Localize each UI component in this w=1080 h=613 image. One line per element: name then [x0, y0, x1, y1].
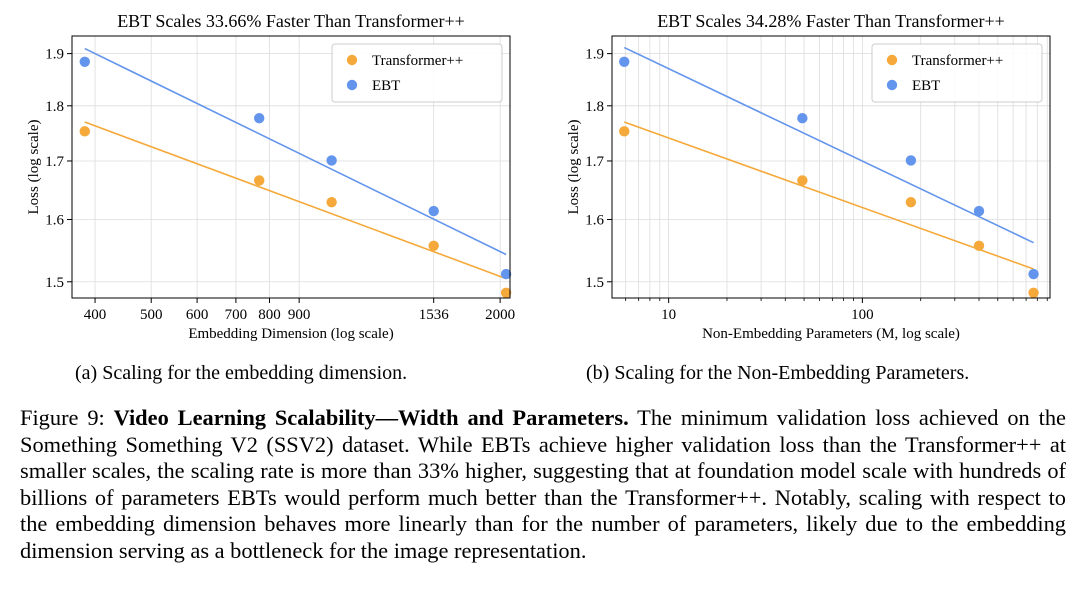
figure-label: Figure 9:: [20, 405, 105, 430]
y-tick-label: 1.8: [45, 99, 64, 115]
x-tick-label: 500: [140, 307, 163, 323]
legend-box: [331, 43, 503, 103]
data-point: [79, 126, 90, 137]
data-point: [1028, 287, 1039, 298]
chart-embedding-dimension: EBT Scales 33.66% Faster Than Transforme…: [26, 11, 515, 342]
y-tick-label: 1.9: [45, 47, 64, 63]
figure-caption: Figure 9: Video Learning Scalability—Wid…: [20, 405, 1066, 564]
data-point: [326, 155, 337, 166]
y-tick-label: 1.7: [45, 154, 64, 170]
legend-box: [871, 43, 1043, 103]
y-tick-label: 1.9: [585, 47, 604, 63]
subcaption-a: (a) Scaling for the embedding dimension.: [75, 362, 408, 384]
data-point: [973, 205, 985, 217]
data-point: [428, 240, 439, 251]
x-tick-label: 10: [661, 307, 676, 323]
y-tick-label: 1.5: [45, 275, 64, 291]
y-tick-label: 1.8: [585, 99, 604, 115]
data-point: [1028, 268, 1039, 280]
y-tick-label: 1.6: [45, 212, 64, 228]
legend-label: EBT: [372, 78, 400, 94]
x-axis-label: Non-Embedding Parameters (M, log scale): [702, 326, 960, 342]
legend-marker: [886, 79, 898, 91]
data-point: [254, 113, 265, 124]
chart-title: EBT Scales 33.66% Faster Than Transforme…: [117, 11, 465, 31]
y-axis-label: Loss (log scale): [566, 120, 582, 215]
data-point: [905, 155, 917, 166]
fit-line: [84, 121, 507, 280]
data-point: [619, 126, 630, 137]
legend-marker: [346, 54, 358, 66]
chart-non-embedding-parameters: EBT Scales 34.28% Faster Than Transforme…: [566, 11, 1051, 342]
plot-frame: [71, 35, 511, 299]
y-tick-label: 1.5: [585, 275, 604, 291]
data-point: [797, 175, 808, 186]
x-tick-label: 800: [258, 307, 281, 323]
y-tick-label: 1.6: [585, 212, 604, 228]
chart-title: EBT Scales 34.28% Faster Than Transforme…: [657, 11, 1005, 31]
plot-frame: [611, 35, 1051, 299]
legend-label: EBT: [912, 78, 940, 94]
x-tick-label: 700: [225, 307, 248, 323]
x-tick-label: 400: [84, 307, 107, 323]
data-point: [79, 56, 90, 67]
x-axis-label: Embedding Dimension (log scale): [188, 326, 393, 342]
x-tick-label: 100: [851, 307, 874, 323]
legend-marker: [346, 79, 358, 91]
legend-label: Transformer++: [912, 53, 1003, 69]
data-point: [619, 56, 630, 67]
figure-caption-body: The minimum validation loss achieved on …: [20, 405, 1066, 563]
data-point: [500, 268, 512, 280]
fit-line: [84, 47, 507, 256]
fit-line: [623, 121, 1034, 270]
fit-line: [623, 46, 1034, 244]
legend-label: Transformer++: [372, 53, 463, 69]
y-axis-label: Loss (log scale): [26, 120, 42, 215]
legend-marker: [886, 54, 898, 66]
x-tick-label: 900: [288, 307, 311, 323]
figure-caption-title: Video Learning Scalability—Width and Par…: [113, 405, 629, 430]
data-point: [973, 240, 985, 251]
data-point: [797, 113, 808, 124]
data-point: [254, 175, 265, 186]
x-tick-label: 600: [186, 307, 209, 323]
data-point: [326, 196, 337, 208]
subcaption-b: (b) Scaling for the Non-Embedding Parame…: [586, 362, 970, 384]
data-point: [428, 205, 439, 217]
data-point: [500, 287, 512, 298]
y-tick-label: 1.7: [585, 154, 604, 170]
x-tick-label: 1536: [419, 307, 450, 323]
x-tick-label: 2000: [485, 307, 515, 323]
data-point: [905, 196, 917, 208]
